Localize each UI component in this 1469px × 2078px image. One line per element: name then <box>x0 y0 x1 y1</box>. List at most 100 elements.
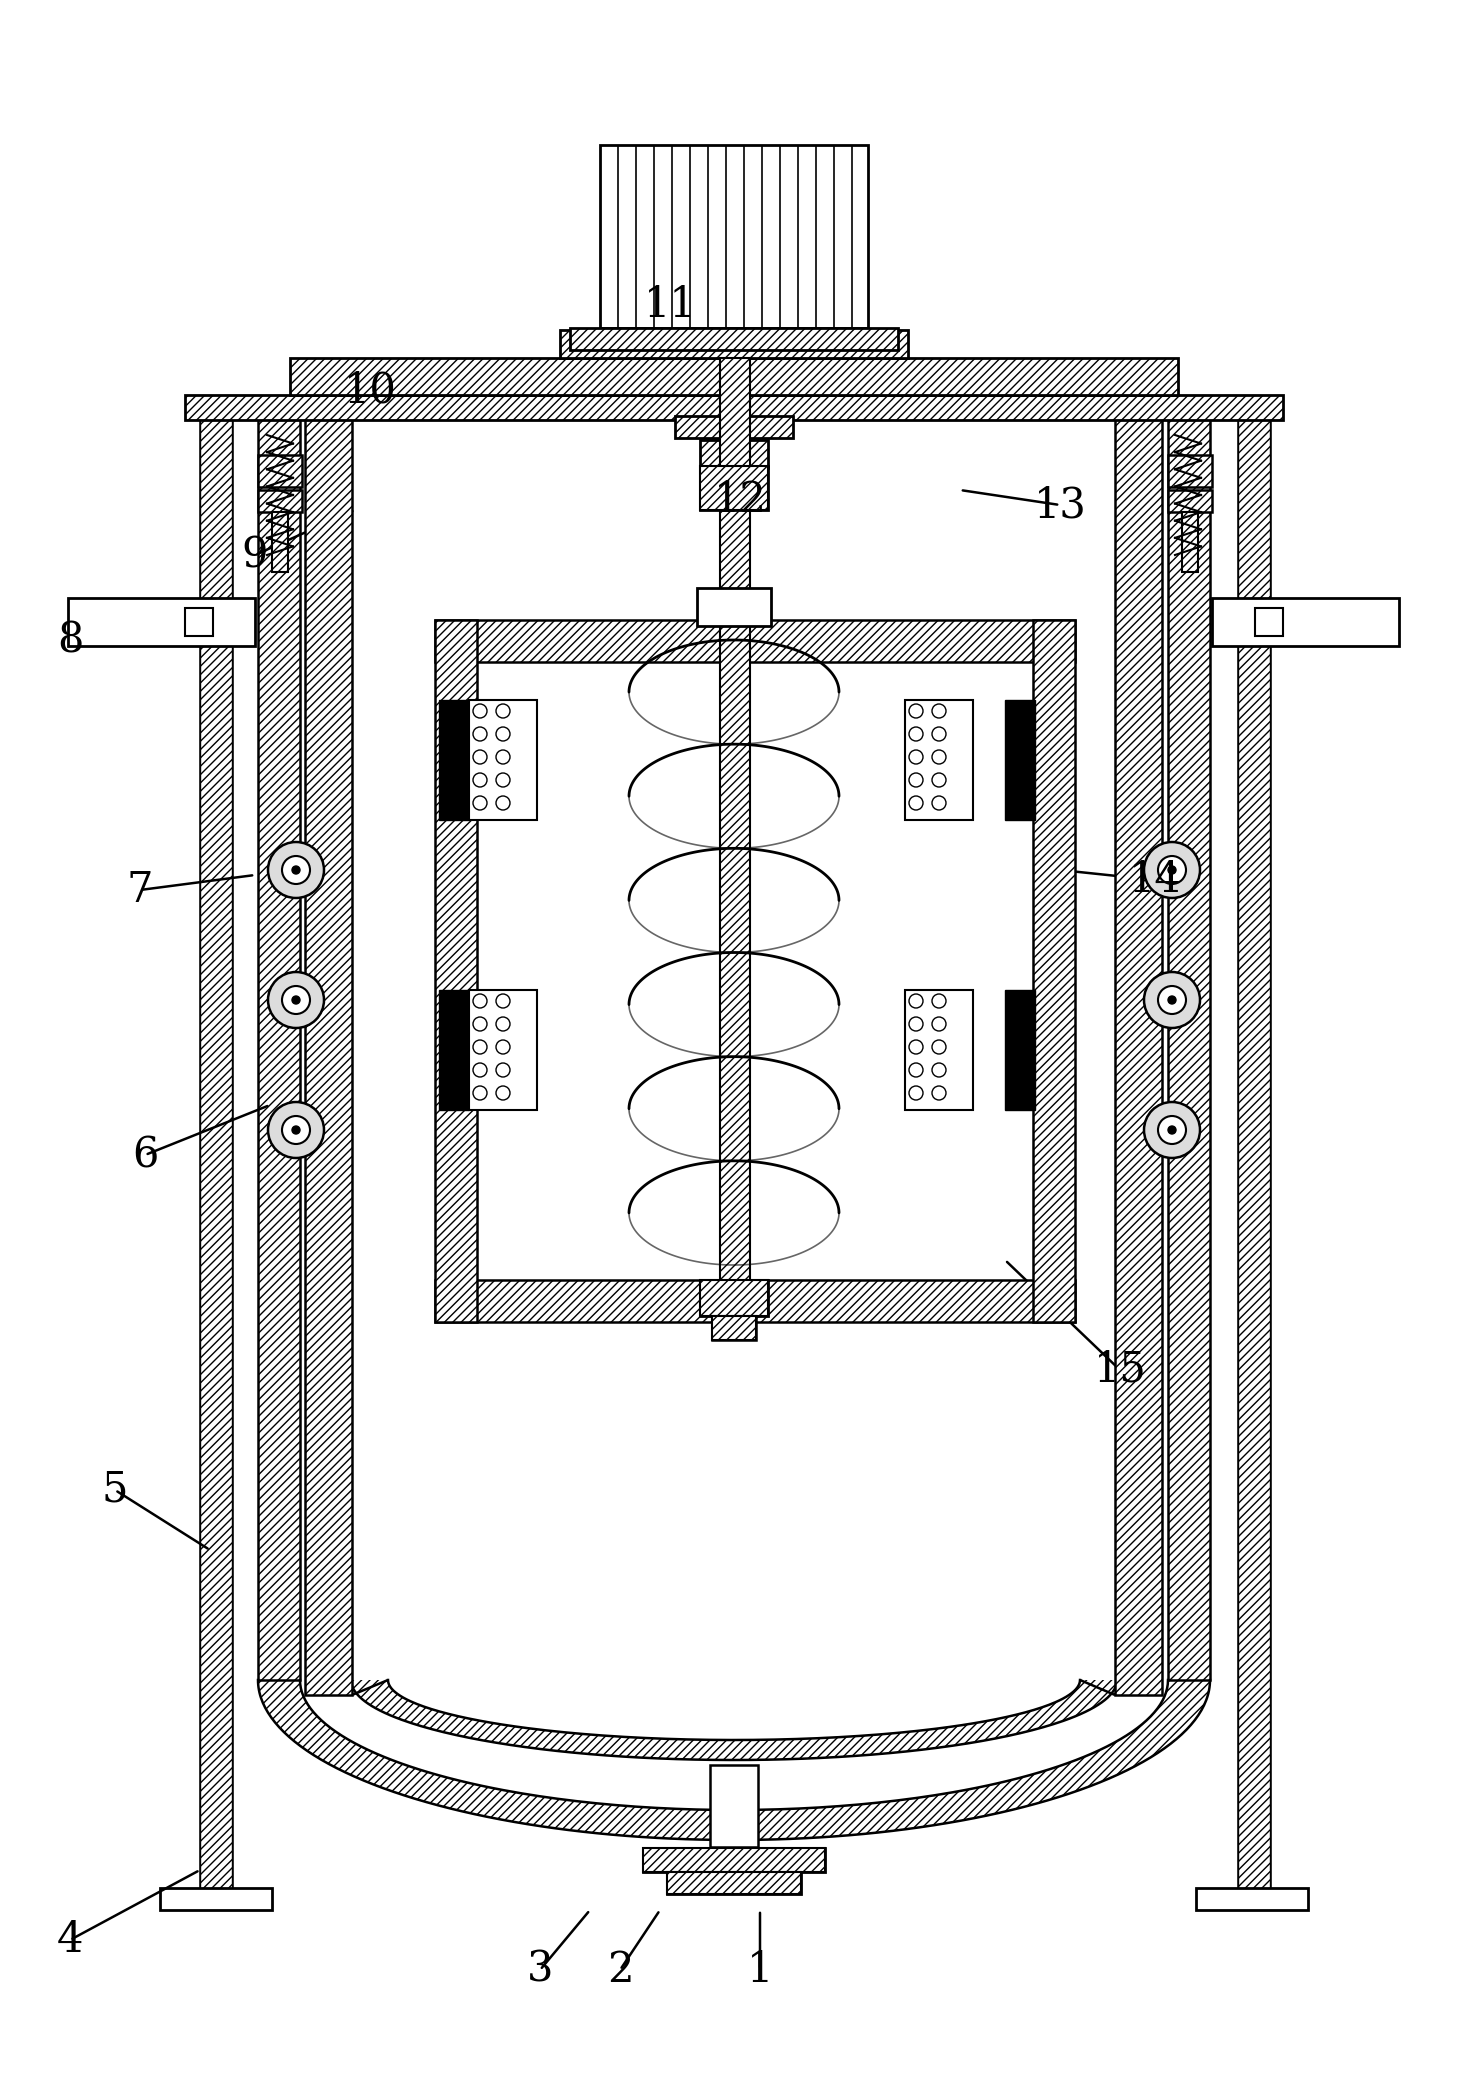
Bar <box>701 1280 768 1315</box>
Polygon shape <box>259 1679 1210 1839</box>
Circle shape <box>1158 856 1185 883</box>
Polygon shape <box>306 1679 1162 1760</box>
Circle shape <box>292 1126 300 1135</box>
Bar <box>1255 609 1282 636</box>
Circle shape <box>282 856 310 883</box>
Circle shape <box>497 704 510 719</box>
Circle shape <box>473 1087 488 1099</box>
Text: 5: 5 <box>101 1469 128 1511</box>
Bar <box>710 1764 758 1847</box>
Text: 15: 15 <box>1093 1349 1146 1390</box>
Bar <box>435 619 477 1322</box>
Bar <box>905 989 972 1110</box>
Bar <box>259 490 303 511</box>
Text: 3: 3 <box>527 1949 554 1991</box>
Circle shape <box>909 750 923 765</box>
Circle shape <box>1144 973 1200 1029</box>
Circle shape <box>1158 1116 1185 1145</box>
Bar <box>306 416 353 1696</box>
Bar <box>570 328 898 349</box>
Circle shape <box>497 796 510 810</box>
Text: 12: 12 <box>714 480 767 522</box>
Circle shape <box>473 993 488 1008</box>
Bar <box>643 1847 826 1872</box>
Bar <box>1238 399 1271 1891</box>
Bar <box>1212 598 1398 646</box>
Circle shape <box>909 773 923 788</box>
Circle shape <box>931 704 946 719</box>
Bar <box>185 395 1282 420</box>
Text: 11: 11 <box>643 285 696 326</box>
Circle shape <box>292 995 300 1004</box>
Bar <box>643 1847 826 1872</box>
Circle shape <box>497 750 510 765</box>
Circle shape <box>473 1039 488 1054</box>
Circle shape <box>497 727 510 742</box>
Circle shape <box>497 773 510 788</box>
Bar <box>712 1315 757 1340</box>
Bar <box>720 357 751 1315</box>
Circle shape <box>473 727 488 742</box>
Circle shape <box>497 1016 510 1031</box>
Text: 6: 6 <box>132 1135 159 1176</box>
Circle shape <box>497 1087 510 1099</box>
Bar <box>905 700 972 821</box>
Text: 14: 14 <box>1128 858 1181 902</box>
Bar <box>1115 416 1162 1696</box>
Circle shape <box>497 1039 510 1054</box>
Circle shape <box>909 993 923 1008</box>
Bar <box>200 399 232 1891</box>
Circle shape <box>267 1101 325 1157</box>
Circle shape <box>473 773 488 788</box>
Bar <box>1005 700 1036 821</box>
Bar <box>1168 416 1210 1679</box>
Bar <box>599 145 868 328</box>
Bar <box>1168 490 1212 511</box>
Circle shape <box>931 1064 946 1076</box>
Bar <box>560 330 908 357</box>
Bar <box>259 416 300 1679</box>
Bar <box>200 399 232 1891</box>
Bar <box>185 609 213 636</box>
Circle shape <box>1158 985 1185 1014</box>
Circle shape <box>931 1087 946 1099</box>
Bar <box>696 588 771 625</box>
Bar <box>701 465 768 509</box>
Circle shape <box>473 1016 488 1031</box>
Circle shape <box>909 796 923 810</box>
Circle shape <box>292 867 300 875</box>
Circle shape <box>909 704 923 719</box>
Text: 4: 4 <box>57 1918 84 1962</box>
Circle shape <box>473 796 488 810</box>
Bar <box>435 1280 1075 1322</box>
Circle shape <box>1168 995 1177 1004</box>
Circle shape <box>909 1064 923 1076</box>
Bar <box>1033 619 1075 1322</box>
Circle shape <box>1144 1101 1200 1157</box>
Circle shape <box>909 1016 923 1031</box>
Bar <box>68 598 256 646</box>
Circle shape <box>1144 842 1200 898</box>
Text: 7: 7 <box>126 869 153 910</box>
Bar <box>674 416 793 438</box>
Text: 9: 9 <box>242 534 269 576</box>
Bar <box>1168 455 1212 486</box>
Circle shape <box>931 750 946 765</box>
Bar <box>160 1889 272 1910</box>
Bar <box>289 357 1178 395</box>
Text: 8: 8 <box>57 619 84 661</box>
Bar <box>439 989 469 1110</box>
Circle shape <box>931 796 946 810</box>
Circle shape <box>909 1039 923 1054</box>
Circle shape <box>931 1039 946 1054</box>
Circle shape <box>1168 1126 1177 1135</box>
Text: 13: 13 <box>1034 484 1087 526</box>
Bar <box>701 465 768 509</box>
Circle shape <box>282 985 310 1014</box>
Bar <box>1005 989 1036 1110</box>
Bar <box>667 1872 801 1893</box>
Circle shape <box>473 1064 488 1076</box>
Circle shape <box>1168 867 1177 875</box>
Circle shape <box>497 1064 510 1076</box>
Circle shape <box>267 842 325 898</box>
